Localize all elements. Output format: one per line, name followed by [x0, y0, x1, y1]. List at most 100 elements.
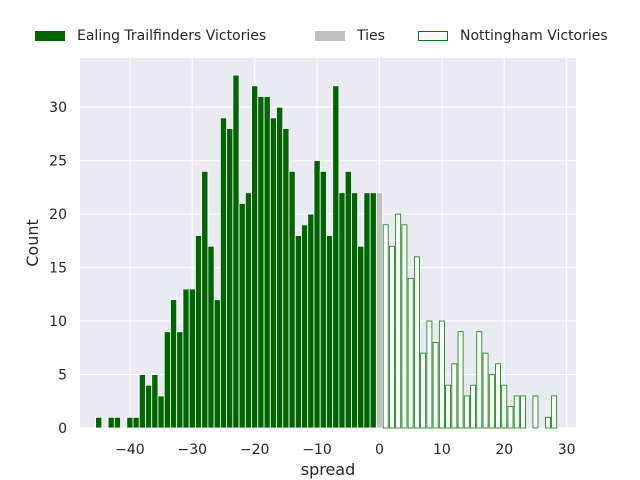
legend-item-nottingham: Nottingham Victories [418, 25, 608, 47]
bar-ealing [244, 192, 252, 429]
bar-ealing [282, 128, 290, 429]
y-tick-label: 10 [49, 314, 67, 330]
bar-nottingham [426, 320, 433, 429]
legend-label-nottingham: Nottingham Victories [460, 28, 608, 44]
x-tick-label: −10 [302, 442, 332, 458]
legend-item-ealing: Ealing Trailfinders Victories [35, 25, 266, 47]
legend-swatch-nottingham [418, 31, 448, 41]
bar-nottingham [451, 363, 458, 429]
bar-nottingham [495, 363, 501, 429]
bar-ealing [151, 374, 159, 429]
bar-ealing [319, 170, 327, 429]
bar-nottingham [413, 256, 420, 429]
bar-ealing [195, 235, 203, 429]
bar-ealing [113, 416, 121, 429]
bar-nottingham [482, 352, 489, 429]
bar-ealing [338, 192, 346, 429]
bar-nottingham [382, 224, 389, 429]
legend-swatch-ealing [35, 31, 65, 41]
bar-ealing [201, 170, 209, 429]
bar-ealing [257, 96, 265, 429]
legend-label-ealing: Ealing Trailfinders Victories [77, 28, 267, 44]
bar-ealing [332, 85, 340, 429]
bar-ealing [182, 288, 190, 429]
x-tick-label: −20 [240, 442, 270, 458]
bar-nottingham [545, 416, 551, 429]
bar-nottingham [470, 384, 476, 429]
bar-nottingham [432, 342, 439, 429]
bar-ealing [350, 192, 359, 429]
bar-ealing [357, 245, 365, 429]
legend-item-ties: Ties [315, 25, 385, 47]
bar-ealing [363, 192, 371, 429]
bar-ealing [145, 384, 153, 429]
bar-nottingham [438, 320, 445, 429]
bar-nottingham [520, 395, 526, 429]
bar-ealing [157, 395, 165, 429]
bar-ealing [95, 416, 103, 429]
bar-ealing [288, 170, 296, 429]
y-axis-label: Count [23, 219, 42, 267]
bar-nottingham [445, 384, 452, 429]
bar-ealing [307, 213, 315, 429]
bar-ealing [276, 106, 284, 429]
x-tick-label: −30 [178, 442, 208, 458]
y-tick-label: 30 [49, 100, 67, 116]
bar-nottingham [395, 213, 402, 429]
y-tick-label: 20 [49, 207, 67, 223]
bar-ealing [263, 96, 271, 429]
legend: Ealing Trailfinders Victories Ties Notti… [0, 25, 640, 47]
bar-nottingham [463, 395, 470, 429]
bar-ealing [138, 374, 146, 429]
bar-nottingham [501, 384, 508, 429]
x-tick-labels: −40 −30 −20 −10 0 10 20 30 [115, 442, 575, 458]
bar-ealing [344, 170, 352, 429]
bar-nottingham [407, 277, 414, 429]
bar-ealing [251, 85, 259, 429]
bar-nottingham [551, 395, 558, 429]
bar-ealing [294, 235, 302, 429]
bar-ealing [269, 117, 277, 429]
bar-nottingham [457, 331, 464, 429]
bar-nottingham [401, 224, 408, 429]
bar-nottingham [476, 331, 483, 429]
bar-nottingham [513, 395, 520, 429]
x-tick-label: 30 [558, 442, 576, 458]
bar-ealing [176, 331, 184, 429]
bar-nottingham [420, 352, 427, 429]
x-tick-label: 0 [375, 442, 384, 458]
bar-ealing [170, 299, 178, 429]
y-tick-label: 25 [49, 154, 67, 170]
x-axis-label: spread [301, 460, 356, 479]
bar-ties [375, 192, 383, 429]
bar-ealing [219, 117, 228, 429]
bar-ealing [107, 416, 115, 429]
bar-nottingham [507, 406, 514, 429]
bar-ealing [238, 203, 246, 429]
bar-ealing [126, 416, 134, 429]
bars [95, 74, 558, 429]
bar-nottingham [532, 395, 539, 429]
y-tick-label: 0 [58, 421, 67, 437]
x-tick-label: 10 [433, 442, 451, 458]
bar-ealing [369, 192, 377, 429]
y-tick-label: 5 [58, 368, 67, 384]
y-tick-labels: 0 5 10 15 20 25 30 [49, 100, 67, 437]
bar-ealing [232, 74, 240, 429]
bar-ealing [301, 224, 309, 429]
bar-ealing [226, 128, 234, 429]
bar-ealing [313, 160, 321, 429]
x-tick-label: 20 [495, 442, 513, 458]
bar-ealing [207, 245, 215, 429]
bar-nottingham [389, 245, 395, 429]
legend-label-ties: Ties [357, 28, 385, 44]
bar-ealing [163, 331, 171, 429]
bar-ealing [132, 416, 140, 429]
bar-nottingham [488, 374, 495, 429]
bar-ealing [326, 235, 334, 429]
y-tick-label: 15 [49, 261, 67, 277]
bar-ealing [188, 288, 196, 429]
legend-swatch-ties [315, 31, 345, 41]
x-tick-label: −40 [115, 442, 145, 458]
